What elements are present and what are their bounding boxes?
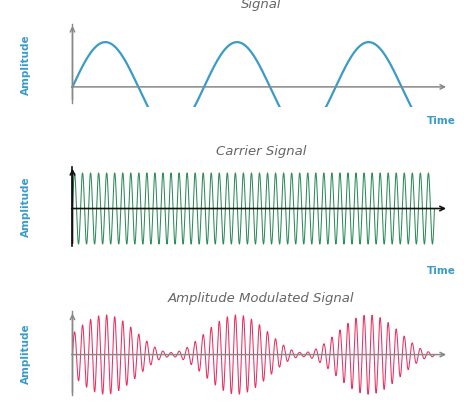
Title: Carrier Signal: Carrier Signal xyxy=(216,145,306,158)
Title: Amplitude Modulated Signal: Amplitude Modulated Signal xyxy=(167,292,354,305)
Text: Amplitude: Amplitude xyxy=(21,34,31,95)
Text: Amplitude: Amplitude xyxy=(21,323,31,384)
Text: Amplitude: Amplitude xyxy=(21,176,31,237)
Text: Time: Time xyxy=(427,116,456,126)
Text: Time: Time xyxy=(427,266,456,276)
Title: Signal: Signal xyxy=(240,0,281,11)
